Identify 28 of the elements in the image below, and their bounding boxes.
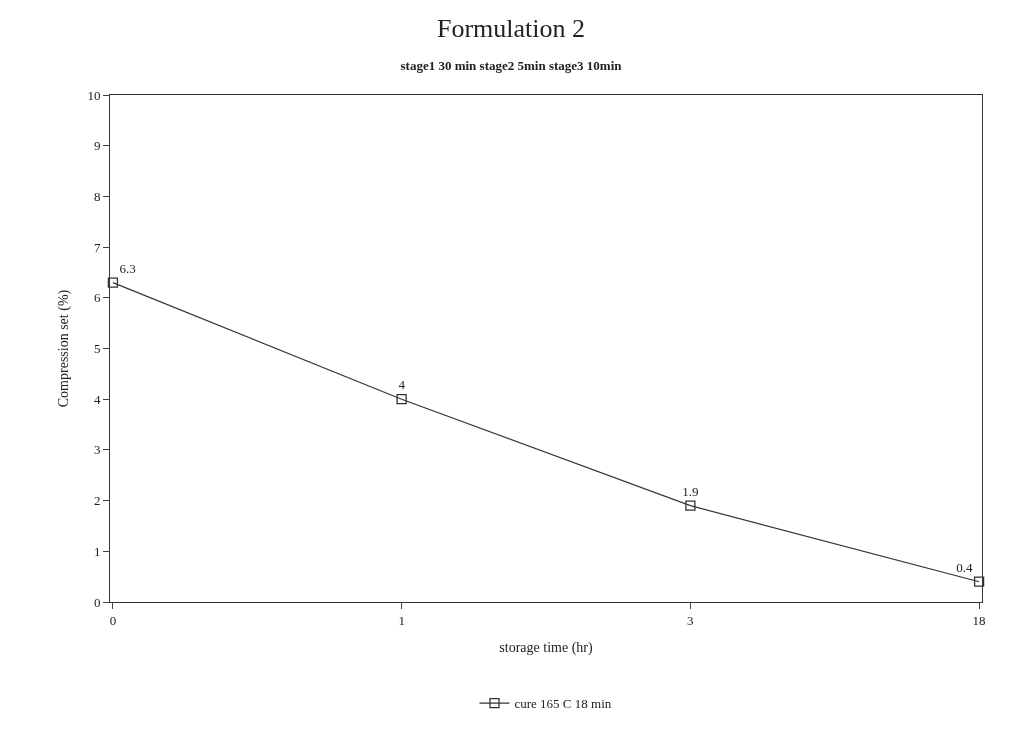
y-tick-label: 0: [93, 594, 101, 610]
y-tick-label: 7: [93, 239, 101, 255]
y-tick-label: 6: [93, 290, 101, 306]
chart-subtitle: stage1 30 min stage2 5min stage3 10min: [400, 58, 623, 74]
y-tick-label: 9: [93, 138, 101, 154]
x-tick-label: 1: [398, 612, 405, 628]
point: [396, 394, 407, 405]
y-tick-label: 5: [93, 341, 101, 357]
data-label: 4: [398, 377, 406, 393]
chart-title: Formulation 2: [436, 13, 586, 43]
x-tick-label: 3: [687, 612, 694, 628]
legend-label: cure 165 C 18 min: [514, 696, 612, 712]
data-label: 0.4: [956, 559, 973, 575]
y-tick-label: 2: [93, 493, 101, 509]
y-tick-label: 3: [93, 442, 101, 458]
y-axis-title: Compression set (%): [56, 289, 72, 408]
x-tick-label: 18: [972, 612, 986, 628]
data-label: 1.9: [682, 483, 699, 499]
y-tick-label: 8: [93, 188, 101, 204]
point: [685, 500, 696, 511]
y-tick-label: 1: [93, 543, 101, 559]
data-label: 6.3: [119, 260, 136, 276]
y-tick-label: 4: [93, 391, 101, 407]
x-axis-title: storage time (hr): [499, 639, 593, 656]
y-tick-label: 10: [87, 87, 101, 103]
point: [973, 576, 985, 587]
point: [107, 277, 119, 288]
x-tick-label: 0: [109, 612, 117, 628]
